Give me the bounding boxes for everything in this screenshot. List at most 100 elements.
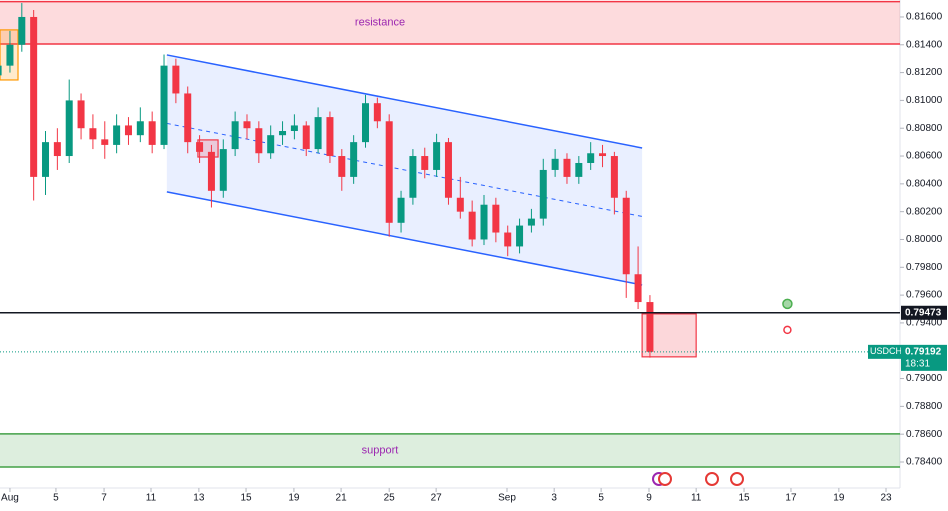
level-label-bg [901,305,947,320]
y-tick-label: 0.79000 [906,373,943,384]
candle-body [136,121,144,136]
last-price-label: 0.79192 [905,346,942,357]
candle-body [563,158,571,177]
y-tick-label: 0.81600 [906,12,943,23]
candle-body [610,156,618,198]
candle-body [468,211,476,240]
candle-body [516,225,524,247]
candle-body [77,100,85,129]
candle-body [124,125,132,136]
x-tick-label: 23 [880,493,892,504]
candle-body [207,151,215,191]
y-tick-label: 0.79800 [906,262,943,273]
event-icon [730,472,744,486]
y-tick-label: 0.81200 [906,67,943,78]
y-tick-label: 0.81400 [906,39,943,50]
candle-body [0,65,2,76]
x-tick-label: Sep [498,493,516,504]
x-tick-label: 19 [288,493,300,504]
candle-body [409,156,417,198]
candle-body [53,142,61,157]
last-price-bg [901,344,947,371]
candle-body [634,274,642,303]
candle-body [350,142,358,177]
level-label: 0.79473 [905,307,942,318]
x-tick-label: 11 [691,493,702,504]
x-tick-label: Aug [1,493,19,504]
x-tick-label: 15 [738,493,750,504]
candle-body [113,125,121,145]
y-tick-label: 0.79600 [906,290,943,301]
candle-body [504,232,512,247]
channel-lower [166,191,643,286]
candle-body [42,142,50,177]
event-icon [658,472,672,486]
candle-body [30,16,38,177]
countdown-label: 18:31 [905,358,930,369]
y-tick-label: 0.78600 [906,429,943,440]
y-tick-label: 0.79400 [906,318,943,329]
y-tick-label: 0.80400 [906,178,943,189]
candle-body [196,142,204,152]
candle-body [622,197,630,275]
event-icon [705,472,719,486]
y-tick-label: 0.80800 [906,123,943,134]
candle-body [492,204,500,233]
candle-body [599,153,607,157]
x-tick-label: 17 [785,493,797,504]
signal-marker [783,325,792,335]
candle-body [527,218,535,226]
candle-body [65,100,73,157]
event-icons [652,472,744,486]
candle-body [172,65,180,94]
y-tick-label: 0.78400 [906,457,943,468]
candle-body [267,135,275,154]
x-tick-label: 3 [551,493,557,504]
signal-marker [782,298,793,310]
candle-body [397,197,405,223]
channel-upper [166,54,643,149]
candle-body [385,121,393,223]
candle-body [551,158,559,170]
support-zone [0,433,900,468]
candle-body [444,142,452,198]
candle-body [219,149,227,191]
x-tick-label: 7 [101,493,107,504]
candle-body [148,121,156,145]
candle-body [587,153,595,163]
candle-body [338,156,346,177]
candle-body [302,125,310,150]
y-tick-label: 0.78800 [906,401,943,412]
x-tick-label: 5 [53,493,59,504]
y-tick-label: 0.80000 [906,234,943,245]
x-tick-label: 19 [833,493,845,504]
candle-body [646,302,654,352]
candle-body [89,128,97,140]
y-tick-label: 0.81000 [906,95,943,106]
support-label: support [362,444,399,456]
candle-body [184,93,192,143]
candle-body [290,125,298,132]
resistance-zone [0,1,900,44]
candle-body [373,103,381,122]
x-tick-label: 11 [146,493,157,504]
resistance-label: resistance [355,17,405,29]
x-tick-label: 15 [240,493,252,504]
candle-body [575,162,583,177]
candle-body [243,121,251,129]
y-tick-label: 0.80200 [906,206,943,217]
x-tick-label: 9 [646,493,652,504]
channel-middle [166,122,643,217]
candle-body [231,121,239,150]
candle-body [480,204,488,240]
candle-body [18,16,26,45]
candle-body [101,139,109,145]
candle-body [255,128,263,154]
x-tick-label: 25 [384,493,396,504]
candle-body [456,197,464,212]
x-tick-label: 13 [193,493,205,504]
candle-body [539,169,547,219]
candle-body [160,65,168,145]
